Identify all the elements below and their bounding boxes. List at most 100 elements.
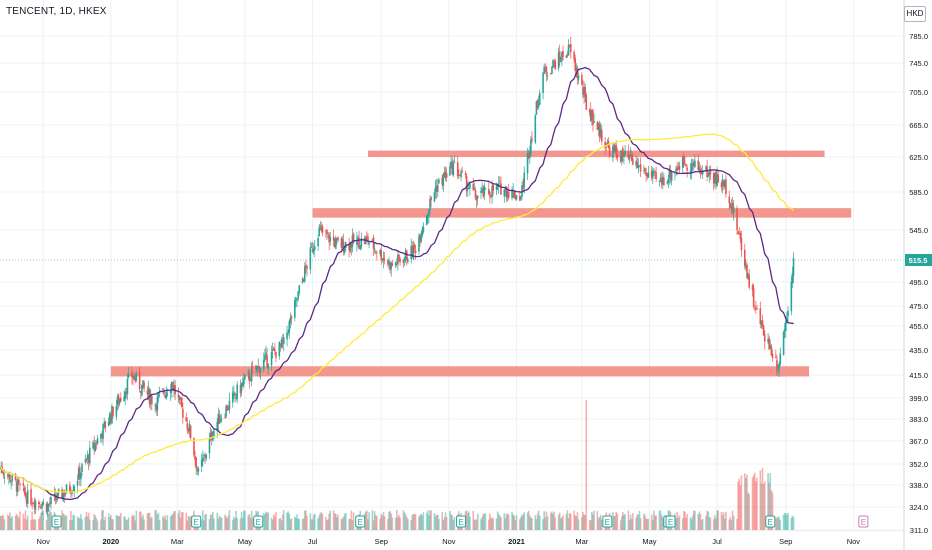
volume-bar [49, 510, 51, 530]
candle-body [286, 332, 288, 340]
volume-bar [6, 514, 9, 530]
candle-body [554, 60, 557, 70]
candle-body [259, 368, 262, 373]
volume-bar [132, 514, 134, 530]
volume-bar [241, 517, 244, 530]
candle-body [205, 454, 207, 459]
volume-bar [297, 518, 299, 530]
volume-bar [675, 518, 677, 530]
volume-bar [64, 516, 67, 530]
volume-bar [790, 517, 793, 530]
candle-body [296, 299, 298, 301]
volume-bar [414, 514, 417, 530]
volume-bar [154, 510, 156, 530]
candle-body [95, 444, 98, 446]
time-axis[interactable]: Nov 2020 Mar May Jul Sep Nov 2021 Mar May Jul Sep No… [0, 530, 903, 546]
candle-body [368, 242, 370, 245]
candle-body [390, 262, 393, 269]
y-tick-label: 338.0 [909, 481, 928, 490]
currency-badge[interactable]: HKD [904, 6, 926, 22]
candle-body [341, 238, 344, 248]
volume-bar [784, 513, 787, 530]
candle-body [732, 207, 735, 214]
candle-body [745, 265, 747, 269]
volume-bar [142, 514, 144, 530]
volume-bar [584, 515, 586, 530]
volume-bar [685, 517, 687, 530]
candle-body [456, 162, 459, 177]
candle-body [748, 275, 751, 288]
volume-bar [156, 514, 159, 530]
volume-bar [700, 520, 703, 530]
candle-body [720, 182, 723, 188]
earnings-markers: EEEEEEEEEE [51, 515, 869, 528]
volume-bar [380, 514, 383, 530]
volume-bar [677, 517, 680, 530]
volume-bar [628, 519, 631, 530]
candle-body [681, 156, 684, 168]
volume-bar [507, 515, 510, 530]
volume-bar [691, 515, 694, 530]
candle-body [689, 170, 692, 173]
volume-bar [151, 516, 153, 530]
candle-body [24, 492, 27, 497]
volume-bar [583, 514, 585, 530]
price-axis[interactable]: 785.0 745.0 705.0 665.0 625.0 585.0 545.0 495.0… [903, 0, 932, 550]
volume-bar [487, 519, 490, 530]
volume-bar [755, 481, 757, 530]
volume-bar [262, 512, 265, 530]
volume-bar [111, 518, 113, 530]
candle-body [226, 405, 229, 411]
candle-body [566, 54, 569, 57]
volume-bar [267, 512, 270, 530]
volume-bar [647, 518, 650, 530]
earnings-letter: E [861, 518, 866, 527]
candle-body [565, 55, 568, 58]
x-tick-label: Jul [712, 537, 722, 546]
candle-body [637, 165, 640, 169]
volume-bar [661, 517, 664, 530]
volume-bar [676, 511, 678, 530]
candle-body [336, 237, 338, 239]
volume-bar [117, 515, 120, 530]
volume-bar [690, 518, 693, 530]
volume-bar [725, 511, 727, 530]
volume-bar [738, 478, 741, 530]
candle-body [443, 172, 446, 178]
volume-bar [627, 510, 630, 530]
volume-bar [554, 517, 557, 530]
volume-bar [452, 519, 455, 530]
volume-bar [694, 510, 696, 530]
candle-body [712, 172, 715, 184]
candle-body [187, 428, 190, 432]
volume-bar [425, 512, 428, 530]
candle-body [706, 166, 708, 178]
volume-bar [234, 518, 236, 530]
volume-bar [250, 510, 253, 530]
candle-body [49, 502, 51, 504]
earnings-letter: E [256, 518, 261, 527]
candle-body [367, 236, 369, 243]
candle-body [518, 196, 521, 201]
candle-body [220, 418, 223, 420]
candle-body [475, 197, 478, 201]
volume-bar [110, 514, 112, 530]
earnings-letter: E [768, 518, 773, 527]
volume-bar [61, 510, 63, 530]
candle-body [61, 489, 63, 499]
candle-body [545, 66, 548, 75]
volume-bar [186, 520, 189, 530]
candle-body [669, 170, 672, 180]
candle-body [359, 247, 362, 250]
y-tick-label: 311.0 [910, 526, 928, 535]
candle-body [325, 230, 327, 232]
volume-bar [3, 519, 6, 530]
volume-bar [180, 512, 183, 530]
earnings-letter: E [668, 518, 673, 527]
volume-bar [282, 510, 285, 530]
earnings-icon [253, 515, 264, 528]
candle-body [270, 352, 273, 366]
candle-body [194, 455, 196, 460]
volume-bar [22, 513, 25, 530]
